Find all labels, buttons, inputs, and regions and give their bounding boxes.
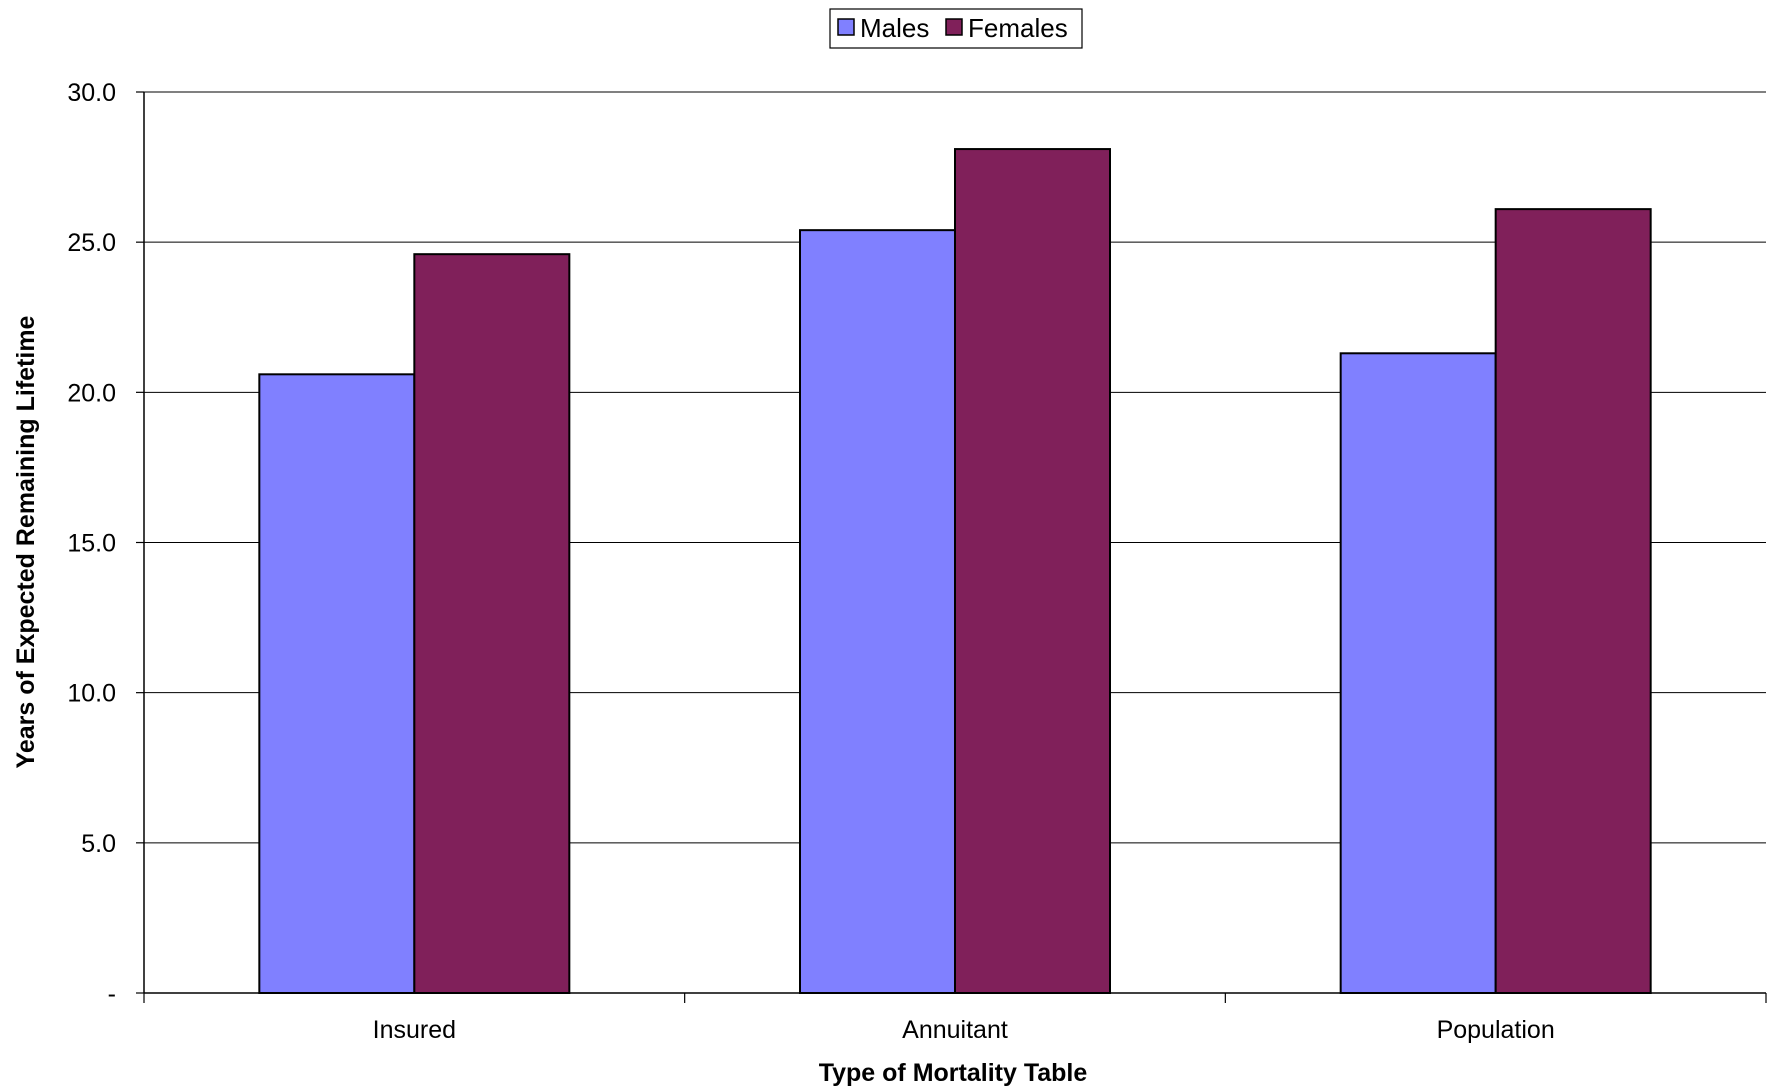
legend: Males Females [829, 8, 1083, 49]
y-axis-title: Years of Expected Remaining Lifetime [12, 315, 40, 768]
bar-females-insured [413, 253, 571, 994]
bar-females-population [1494, 208, 1652, 994]
x-tick-label: Insured [373, 1016, 456, 1044]
legend-swatch-males [837, 18, 855, 36]
bar-males-insured [258, 373, 416, 994]
y-tick-label: 20.0 [67, 379, 116, 407]
axes [136, 91, 1767, 1003]
y-tick-label: 10.0 [67, 680, 116, 708]
y-tick-label: - [108, 980, 116, 1008]
y-tick-label: 5.0 [81, 830, 116, 858]
y-tick-label: 25.0 [67, 229, 116, 257]
bar-females-annuitant [954, 148, 1111, 994]
y-tick-labels: - 5.0 10.0 15.0 20.0 25.0 30.0 [67, 79, 116, 1008]
legend-swatch-females [945, 18, 963, 36]
y-tick-label: 15.0 [67, 530, 116, 558]
y-tick-label: 30.0 [67, 79, 116, 107]
x-axis-title: Type of Mortality Table [819, 1059, 1088, 1087]
x-tick-labels: Insured Annuitant Population [373, 1016, 1555, 1044]
x-tick-label: Population [1437, 1016, 1555, 1044]
x-tick-label: Annuitant [902, 1016, 1008, 1044]
legend-label-males: Males [860, 13, 929, 43]
bar-males-annuitant [799, 229, 956, 995]
bar-males-population [1339, 352, 1497, 995]
bars [258, 148, 1652, 995]
legend-label-females: Females [968, 13, 1068, 43]
